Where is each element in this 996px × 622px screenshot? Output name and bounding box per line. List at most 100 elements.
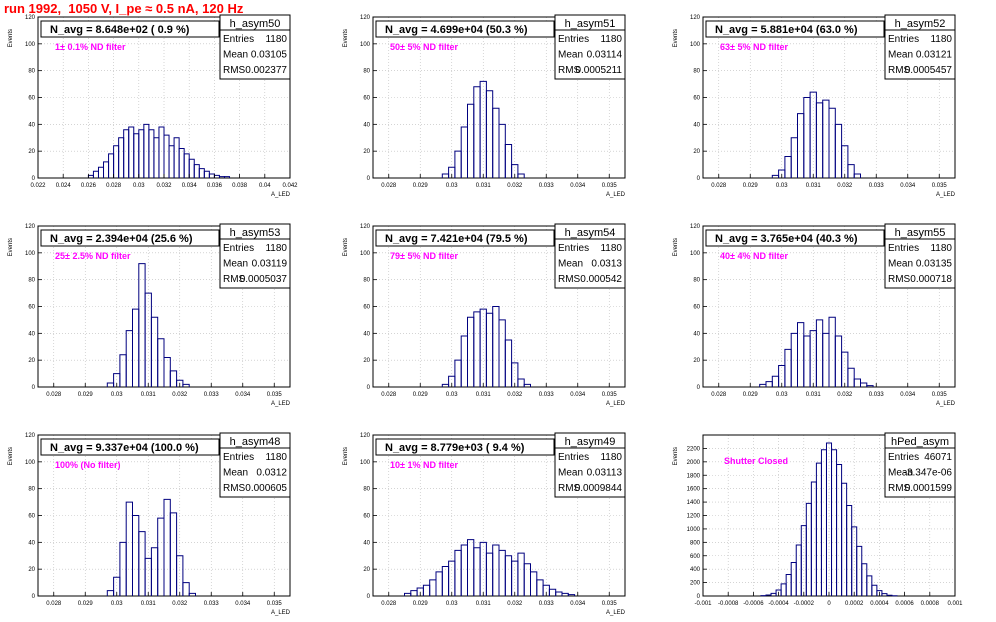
x-tick-label: 0.032 [507,601,523,607]
y-tick-label: 100 [360,42,371,48]
histogram-bin [511,362,519,387]
stats-label: Mean [223,468,248,479]
x-tick-label: 0.001 [947,601,963,607]
header-text: N_avg = 8.779e+03 ( 9.4 %) [385,442,525,454]
stats-label: RMS [558,274,581,285]
y-tick-label: 0 [697,594,701,600]
histogram-bin [473,311,481,387]
histogram-bin [828,316,836,387]
stats-value: 0.03105 [251,50,288,61]
histogram-bin [530,571,538,596]
stats-title: h_asym52 [895,18,946,30]
histogram-bin [803,97,811,178]
x-tick-label: -0.0002 [794,601,815,607]
histogram-bin [198,168,205,178]
y-tick-label: 100 [690,42,701,48]
stats-value: 0.000718 [910,274,952,285]
histogram-bin [188,592,196,596]
x-tick-label: 0.033 [869,392,885,398]
stats-value: 0.000542 [580,274,622,285]
y-tick-label: 100 [25,251,36,257]
stats-label: RMS [558,483,581,494]
page-title: run 1992, 1050 V, I_pe ≈ 0.5 nA, 120 Hz [4,1,244,16]
stats-label: Entries [888,243,919,254]
y-axis-title: Events [673,29,679,47]
header-box [375,229,555,247]
stats-label: Mean [558,468,583,479]
x-tick-label: 0.035 [602,392,618,398]
header-text: N_avg = 4.699e+04 (50.3 %) [385,24,528,36]
histogram-bin [410,590,418,596]
histogram-bin [504,555,513,596]
histogram-bin [803,335,811,387]
histogram-bin [809,91,817,178]
stats-title: hPed_asym [891,436,949,448]
histogram-bin [785,574,792,596]
histogram-bin [790,137,798,178]
histogram-bin [103,161,110,178]
x-axis-title: A_LED [271,401,291,407]
x-tick-label: -0.001 [694,601,712,607]
x-tick-label: -0.0008 [718,601,739,607]
histogram-bin [467,316,475,387]
histogram-bin [847,164,855,178]
stats-box [554,14,626,80]
x-tick-label: 0.031 [806,183,822,189]
x-tick-label: 0.03 [446,183,458,189]
histogram-bin [523,563,531,596]
stats-value: 0.03121 [916,50,953,61]
x-axis-title: A_LED [271,192,291,198]
y-tick-label: 20 [693,149,700,155]
y-tick-label: 600 [690,554,701,560]
stats-label: RMS [223,65,246,76]
filter-annotation: 40± 4% ND filter [720,251,788,261]
y-tick-label: 40 [363,122,370,128]
header-box [705,20,885,38]
x-tick-label: 0.031 [476,601,492,607]
y-tick-label: 20 [693,358,700,364]
x-tick-label: 0.033 [869,183,885,189]
stats-value: 0.0005457 [905,65,953,76]
y-tick-label: 40 [693,331,700,337]
x-tick-label: 0.0006 [895,601,914,607]
histogram-bin [460,126,468,178]
stats-value: 1180 [600,452,622,463]
x-tick-label: -0.0004 [768,601,789,607]
stats-label: Mean [223,259,248,270]
histogram-panel: 0.028 0.029 0.03 0.031 0.032 0.033 0.034 0.035 0… [8,223,291,407]
stats-value: 0.002377 [245,65,287,76]
x-tick-label: 0.0004 [870,601,889,607]
x-tick-label: 0.038 [232,183,248,189]
histogram-bin [836,464,843,596]
x-tick-label: 0.03 [776,183,788,189]
y-tick-label: 0 [32,176,36,182]
histogram-bin [815,102,824,178]
x-axis-title: A_LED [271,610,291,616]
histogram-bin [797,113,805,178]
histogram-bin [860,382,868,387]
histogram-bin [178,147,185,178]
header-box [375,438,555,456]
y-tick-label: 20 [363,358,370,364]
x-tick-label: 0.029 [413,183,429,189]
x-tick-label: 0.042 [282,183,298,189]
x-tick-label: 0.028 [381,183,397,189]
histogram-bin [492,544,500,596]
histogram-bin [203,170,210,178]
histogram-bin [92,170,99,178]
stats-box [554,432,626,498]
y-tick-label: 20 [28,149,35,155]
histogram-bin [223,176,231,178]
x-tick-label: 0.028 [46,601,62,607]
y-tick-label: 120 [25,224,36,230]
histogram-bin [810,481,817,596]
y-tick-label: 120 [360,15,371,21]
histogram-bin [523,383,531,387]
x-tick-label: 0.034 [900,392,916,398]
stats-title: h_asym53 [230,227,281,239]
header-text: N_avg = 7.421e+04 (79.5 %) [385,233,528,245]
x-tick-label: 0.03 [111,601,123,607]
x-axis-title: A_LED [936,401,956,407]
histogram-bin [485,552,494,596]
